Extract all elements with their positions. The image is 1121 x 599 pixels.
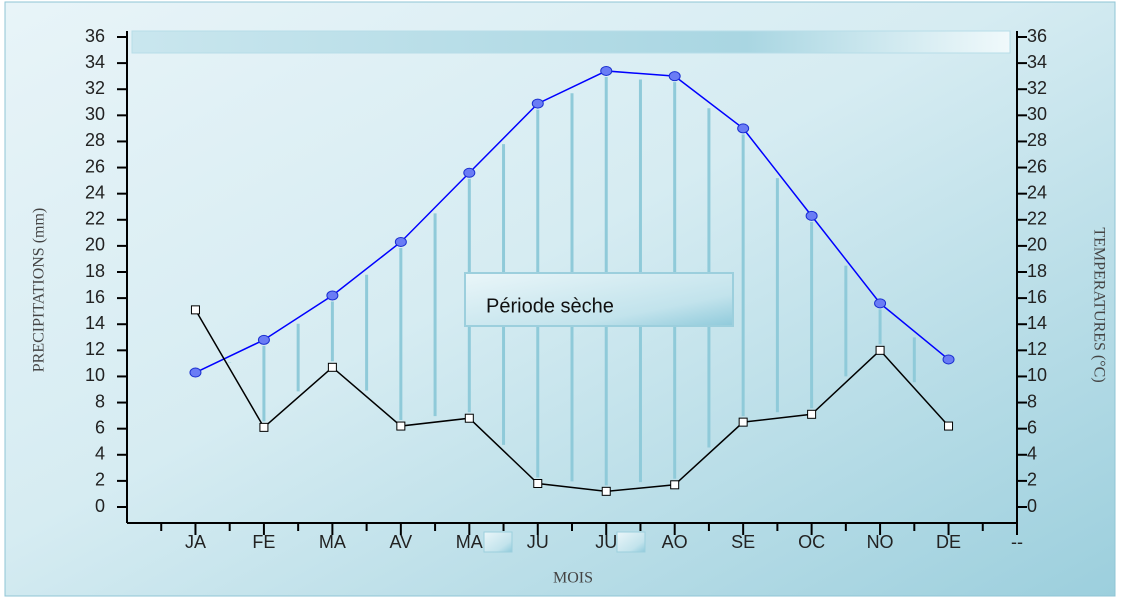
temperature-marker	[326, 290, 339, 301]
precipitation-marker	[875, 345, 885, 355]
precipitation-marker	[327, 362, 337, 372]
x-tick-label: JU	[595, 532, 617, 552]
y2-tick-label: 28	[1027, 130, 1047, 150]
y-tick-label: 14	[85, 313, 105, 333]
y-axis-label: PRECIPITATIONS (mm)	[31, 208, 48, 373]
y-tick-label: 4	[95, 444, 105, 464]
y-tick-label: 0	[95, 496, 105, 516]
precipitation-marker	[670, 480, 680, 490]
y2-tick-label: 24	[1027, 182, 1047, 202]
temperature-marker	[805, 210, 818, 221]
y2-tick-label: 20	[1027, 235, 1047, 255]
y-tick-label: 18	[85, 261, 105, 281]
y2-tick-label: 30	[1027, 104, 1047, 124]
y2-tick-label: 4	[1027, 444, 1037, 464]
y2-tick-label: 18	[1027, 261, 1047, 281]
x-tick-label: AO	[662, 532, 688, 552]
x-tick-label: NO	[867, 532, 894, 552]
temperature-marker	[737, 123, 750, 134]
y-tick-label: 26	[85, 156, 105, 176]
x-tick-label: FE	[252, 532, 275, 552]
precipitation-marker	[944, 421, 954, 431]
y-tick-label: 10	[85, 365, 105, 385]
x-tick-label: AV	[390, 532, 413, 552]
y-tick-label: 34	[85, 52, 105, 72]
y2-tick-label: 22	[1027, 209, 1047, 229]
y2-tick-label: 10	[1027, 365, 1047, 385]
precipitation-marker	[190, 305, 200, 315]
x-tick-label: SE	[731, 532, 755, 552]
legend-patch	[483, 531, 513, 553]
title-bar	[131, 30, 1011, 54]
y2-tick-label: 26	[1027, 156, 1047, 176]
y-tick-label: 30	[85, 104, 105, 124]
temperature-marker	[942, 354, 955, 365]
x-tick-label: JA	[185, 532, 206, 552]
y-tick-label: 24	[85, 182, 105, 202]
y2-tick-label: 14	[1027, 313, 1047, 333]
y-tick-label: 2	[95, 470, 105, 490]
y-tick-label: 8	[95, 391, 105, 411]
x-tick-label: DE	[936, 532, 961, 552]
y2-tick-label: 12	[1027, 339, 1047, 359]
precipitation-marker	[738, 417, 748, 427]
legend-patch	[616, 531, 646, 553]
x-tick-label: OC	[798, 532, 825, 552]
precipitation-marker	[601, 486, 611, 496]
y2-tick-label: 32	[1027, 78, 1047, 98]
x-tick-label: JU	[527, 532, 549, 552]
x-tick-label: MA	[319, 532, 346, 552]
x-tick-label: MA	[456, 532, 483, 552]
y2-tick-label: 0	[1027, 496, 1037, 516]
temperature-marker	[531, 98, 544, 109]
y-tick-label: 32	[85, 78, 105, 98]
precipitation-marker	[807, 409, 817, 419]
series-line	[194, 309, 950, 493]
precipitation-marker	[259, 422, 269, 432]
annotation: Période sèche	[486, 295, 614, 317]
y2-tick-label: 34	[1027, 52, 1047, 72]
temperature-marker	[600, 65, 613, 76]
y2-tick-label: 8	[1027, 391, 1037, 411]
y2-tick-label: 16	[1027, 287, 1047, 307]
annotation-box	[464, 272, 734, 327]
precipitation-marker	[533, 479, 543, 488]
series-line	[195, 70, 950, 374]
y-tick-label: 28	[85, 130, 105, 150]
y-tick-label: 22	[85, 209, 105, 229]
temperature-marker	[668, 71, 681, 82]
temperature-marker	[257, 334, 270, 345]
temperature-marker	[874, 298, 887, 309]
y2-tick-label: 36	[1027, 26, 1047, 46]
x-axis-label: MOIS	[553, 570, 593, 587]
y2-tick-label: 6	[1027, 417, 1037, 437]
temperature-marker	[189, 367, 202, 378]
y-tick-label: 20	[85, 235, 105, 255]
y-tick-label: 12	[85, 339, 105, 359]
precipitation-marker	[396, 421, 406, 431]
y-tick-label: 16	[85, 287, 105, 307]
y2-tick-label: 2	[1027, 470, 1037, 490]
temperature-marker	[463, 167, 476, 178]
y2-axis-label: TEMPERATURES (°C)	[1090, 227, 1107, 382]
precipitation-marker	[464, 413, 474, 423]
y-tick-label: 36	[85, 26, 105, 46]
temperature-marker	[394, 236, 407, 247]
y-tick-label: 6	[95, 417, 105, 437]
x-tick-label: --	[1011, 532, 1023, 552]
